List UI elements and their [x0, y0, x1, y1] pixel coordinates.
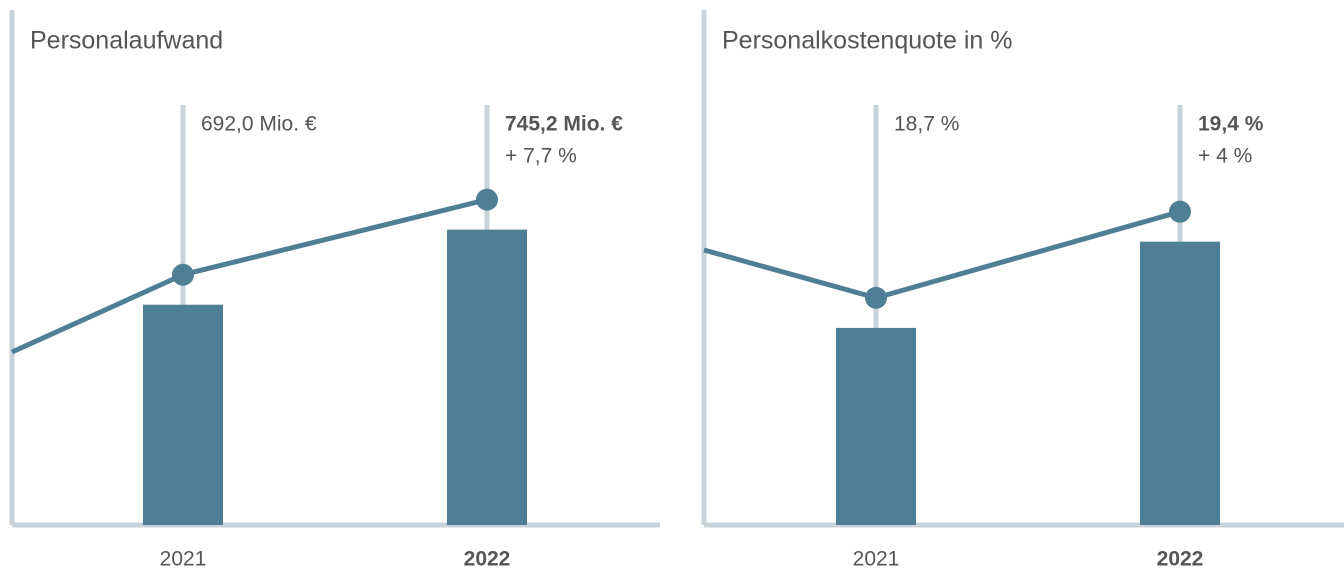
line-point: [1169, 200, 1191, 223]
bar: [1140, 241, 1220, 525]
x-tick-label: 2022: [464, 548, 511, 571]
lead-in-line: [703, 247, 877, 301]
x-tick-label: 2021: [160, 548, 207, 571]
line: [875, 209, 1181, 301]
bar: [143, 304, 223, 525]
line-point: [476, 188, 498, 211]
lead-in-line: [10, 272, 185, 355]
line-point: [172, 263, 194, 286]
x-tick-label: 2021: [853, 548, 900, 571]
annotation: + 7,7 %: [505, 145, 577, 168]
value-label: 692,0 Mio. €: [201, 113, 317, 136]
annotation: + 4 %: [1198, 145, 1252, 168]
chart-title: Personalaufwand: [30, 27, 223, 55]
line-point: [865, 286, 887, 309]
value-label: 19,4 %: [1198, 113, 1264, 136]
value-label: 18,7 %: [894, 113, 959, 136]
bar: [447, 229, 527, 526]
value-label: 745,2 Mio. €: [505, 113, 623, 136]
bar: [836, 327, 916, 525]
line: [182, 197, 488, 278]
chart-title: Personalkostenquote in %: [722, 27, 1012, 55]
x-tick-label: 2022: [1157, 548, 1204, 571]
